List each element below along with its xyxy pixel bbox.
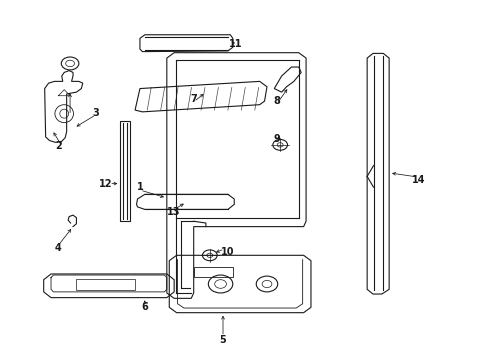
Text: 4: 4 — [55, 243, 62, 253]
Text: 8: 8 — [273, 96, 280, 106]
Text: 7: 7 — [190, 94, 197, 104]
Text: 9: 9 — [273, 134, 280, 144]
Text: 1: 1 — [137, 182, 143, 192]
Text: 10: 10 — [221, 247, 235, 257]
Text: 12: 12 — [99, 179, 113, 189]
Bar — [194, 267, 233, 277]
Text: 14: 14 — [412, 175, 425, 185]
Bar — [121, 121, 130, 221]
Text: 5: 5 — [220, 334, 226, 345]
Text: 2: 2 — [55, 141, 62, 151]
Bar — [76, 279, 135, 290]
Text: 13: 13 — [168, 207, 181, 217]
Text: 6: 6 — [142, 302, 148, 312]
Text: 3: 3 — [93, 108, 99, 118]
Text: 11: 11 — [228, 39, 242, 49]
